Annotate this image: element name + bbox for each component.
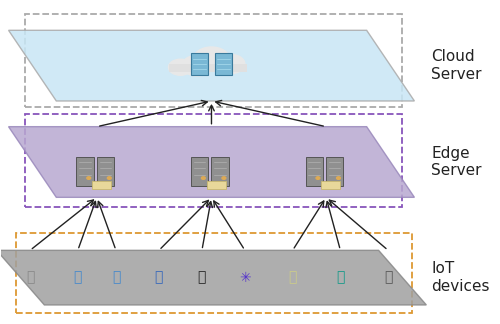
Text: IoT
devices: IoT devices	[431, 261, 490, 294]
FancyBboxPatch shape	[322, 181, 340, 189]
FancyBboxPatch shape	[97, 157, 114, 186]
Text: 📡: 📡	[112, 271, 120, 285]
Circle shape	[222, 177, 226, 179]
Circle shape	[168, 59, 192, 75]
FancyBboxPatch shape	[191, 157, 208, 186]
FancyBboxPatch shape	[92, 181, 111, 189]
FancyBboxPatch shape	[191, 53, 208, 75]
Circle shape	[202, 177, 205, 179]
Polygon shape	[8, 30, 414, 101]
Circle shape	[194, 47, 230, 71]
Polygon shape	[168, 64, 248, 72]
FancyBboxPatch shape	[326, 157, 344, 186]
Circle shape	[336, 177, 340, 179]
FancyBboxPatch shape	[206, 181, 226, 189]
Bar	[26, 14, 402, 107]
FancyBboxPatch shape	[212, 157, 228, 186]
Circle shape	[182, 55, 212, 76]
Text: 💛: 💛	[288, 271, 297, 285]
Text: 📶: 📶	[155, 271, 163, 285]
Bar	[26, 114, 402, 207]
Circle shape	[87, 177, 90, 179]
Text: 📱: 📱	[384, 271, 392, 285]
Text: 📹: 📹	[198, 271, 206, 285]
Text: 🎯: 🎯	[336, 271, 344, 285]
Text: Edge
Server: Edge Server	[431, 146, 482, 178]
Polygon shape	[8, 127, 414, 197]
Bar	[16, 233, 412, 313]
FancyBboxPatch shape	[215, 53, 232, 75]
Text: 📱: 📱	[74, 271, 82, 285]
Text: 🖥: 🖥	[26, 271, 34, 285]
Text: ✳: ✳	[239, 271, 250, 285]
Text: Cloud
Server: Cloud Server	[431, 50, 482, 82]
FancyBboxPatch shape	[306, 157, 322, 186]
Circle shape	[108, 177, 111, 179]
Polygon shape	[0, 250, 426, 305]
Circle shape	[216, 54, 245, 74]
Circle shape	[316, 177, 320, 179]
FancyBboxPatch shape	[76, 157, 94, 186]
